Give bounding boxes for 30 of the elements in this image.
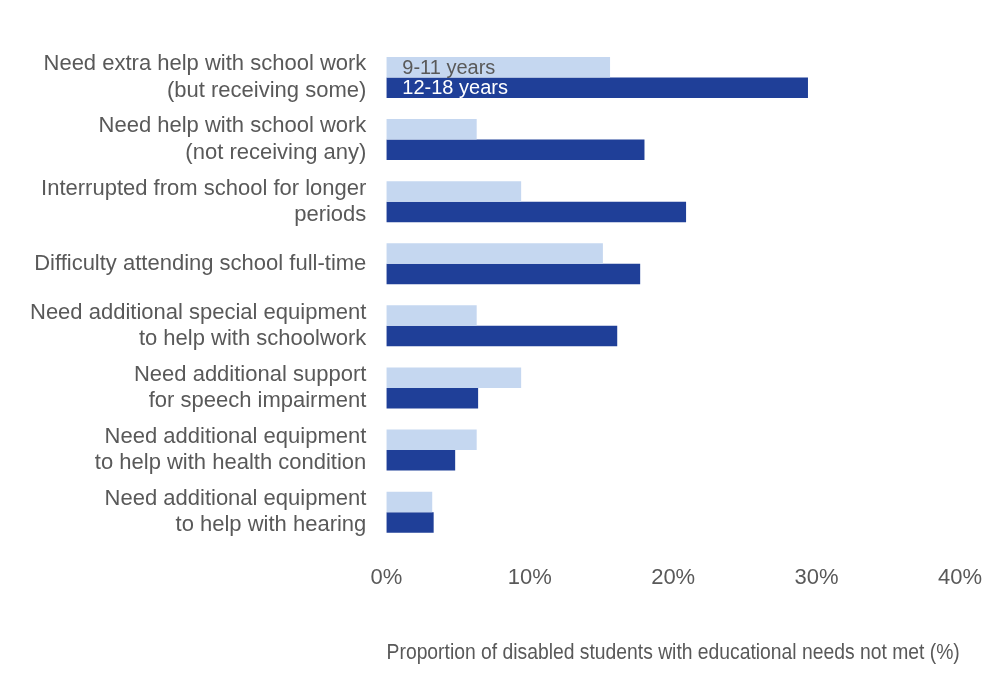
x-tick-label: 10%	[507, 564, 552, 590]
y-tick-label: Need additional equipment to help with health condition	[94, 422, 367, 475]
bar	[386, 305, 477, 326]
bar	[386, 450, 456, 471]
x-tick-label: 40%	[937, 564, 983, 590]
bar	[386, 429, 477, 451]
bar	[386, 201, 687, 223]
bar	[386, 263, 641, 285]
y-tick-label: Difficulty attending school full-time	[34, 249, 367, 275]
y-tick-label: Need additional equipment to help with hearing	[104, 485, 367, 537]
bar	[386, 77, 808, 98]
x-axis-title: Proportion of disabled students with educational needs not met (%)	[386, 638, 960, 664]
y-tick-label: Need extra help with school work (but receiving some)	[43, 50, 368, 102]
y-tick-label: Need help with school work (not receiving any)	[98, 112, 368, 164]
y-tick-label: Need additional special equipment to help with schoolwork	[29, 298, 368, 351]
bar	[386, 181, 522, 202]
y-tick-label: Interrupted from school for longer periods	[41, 174, 367, 226]
series-label: 9-11 years	[402, 55, 496, 78]
x-tick-label: 30%	[794, 564, 839, 590]
bar	[386, 325, 618, 347]
bar	[386, 491, 433, 513]
bar	[386, 139, 645, 161]
x-tick-label: 0%	[370, 564, 403, 590]
bar	[386, 387, 479, 409]
bar	[386, 512, 434, 533]
bar	[386, 367, 522, 388]
bar	[386, 119, 477, 140]
bar	[386, 243, 603, 264]
x-tick-label: 20%	[651, 564, 696, 590]
y-tick-label: Need additional support for speech impairment	[133, 360, 367, 413]
